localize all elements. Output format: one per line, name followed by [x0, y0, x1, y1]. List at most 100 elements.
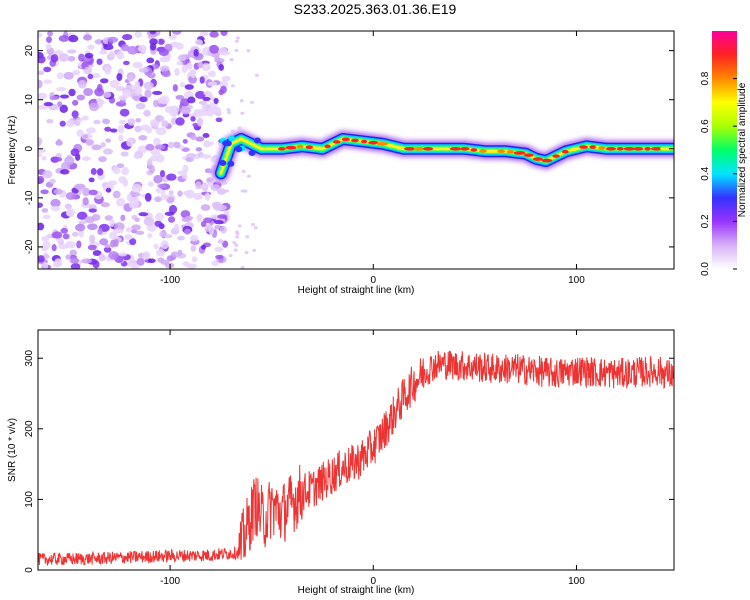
noise-blob: [188, 75, 198, 84]
noise-blob: [214, 56, 221, 63]
noise-blob: [38, 202, 44, 208]
noise-blob: [173, 141, 181, 149]
signal-hotspot: [605, 146, 617, 151]
noise-blob: [64, 203, 72, 210]
noise-blob: [157, 183, 167, 189]
noise-blob: [60, 169, 70, 175]
noise-blob: [149, 31, 157, 35]
noise-blob: [56, 86, 67, 92]
noise-blob: [132, 95, 140, 100]
noise-blob: [81, 258, 92, 264]
noise-blob: [43, 102, 54, 107]
noise-blob: [112, 190, 121, 199]
y-tick-label: 200: [24, 420, 35, 437]
noise-blob: [174, 67, 180, 76]
noise-blob: [67, 55, 76, 62]
noise-blob: [105, 138, 112, 143]
noise-blob: [104, 243, 111, 248]
noise-blob: [159, 65, 170, 73]
noise-blob: [93, 119, 101, 125]
noise-blob: [189, 234, 199, 242]
noise-blob: [169, 109, 179, 117]
noise-blob: [109, 219, 115, 227]
noise-blob: [154, 144, 166, 150]
noise-blob: [38, 104, 48, 110]
noise-blob: [120, 214, 126, 222]
noise-blob: [218, 89, 224, 96]
x-tick-label: 0: [370, 275, 376, 286]
signal-onset-blob: [235, 146, 243, 153]
noise-blob: [103, 44, 114, 51]
noise-blob: [195, 181, 202, 190]
noise-blob: [66, 119, 74, 128]
noise-blob: [38, 70, 45, 76]
signal-hotspot: [552, 154, 560, 158]
noise-blob: [210, 184, 221, 191]
noise-blob: [135, 230, 145, 235]
noise-blob: [42, 170, 53, 179]
noise-blob: [235, 36, 240, 40]
noise-blob: [159, 230, 168, 238]
noise-blob: [38, 92, 48, 100]
snr-x-label: Height of straight line (km): [298, 585, 415, 596]
noise-blob: [126, 262, 138, 268]
noise-blob: [194, 39, 204, 46]
noise-blob: [143, 109, 151, 117]
noise-blob: [177, 235, 185, 241]
y-tick-label: 0: [24, 146, 35, 152]
noise-blob: [131, 192, 141, 197]
noise-blob: [141, 251, 151, 260]
noise-blob: [83, 87, 94, 97]
noise-blob: [213, 220, 224, 225]
noise-blob: [125, 227, 132, 233]
signal-onset-blob: [219, 160, 227, 167]
noise-blob: [153, 196, 163, 202]
snr-y-axis: 0 100 200 300: [24, 349, 674, 573]
noise-blob: [116, 86, 124, 92]
noise-blob: [98, 156, 107, 163]
noise-blob: [168, 216, 176, 223]
noise-blob: [129, 238, 137, 246]
noise-blob: [184, 228, 191, 235]
heatmap-y-axis: -20 -10 0 10 20: [24, 45, 674, 254]
noise-blob: [177, 170, 187, 175]
noise-blob: [175, 117, 185, 126]
noise-blob: [59, 94, 70, 99]
noise-blob: [138, 67, 149, 73]
noise-blob: [155, 127, 167, 136]
noise-blob: [82, 134, 89, 139]
noise-blob: [138, 212, 149, 217]
noise-blob: [82, 187, 91, 197]
signal-hotspot: [422, 146, 434, 151]
noise-blob: [146, 57, 155, 64]
signal-hotspot: [513, 151, 526, 155]
noise-blob: [43, 79, 53, 84]
noise-blob: [240, 265, 245, 269]
noise-blob: [155, 212, 164, 222]
noise-blob: [102, 118, 111, 125]
signal-hotspot: [449, 146, 462, 151]
noise-blob: [90, 168, 97, 176]
noise-blob: [195, 90, 206, 99]
noise-blob: [147, 258, 156, 264]
noise-blob: [59, 104, 69, 114]
noise-blob: [166, 196, 175, 204]
noise-blob: [193, 48, 199, 57]
noise-blob: [72, 99, 79, 106]
noise-blob: [198, 100, 208, 105]
signal-hotspot: [403, 146, 416, 151]
noise-blob: [215, 107, 222, 115]
noise-blob: [99, 78, 109, 84]
signal-hotspot: [570, 147, 579, 152]
noise-blob: [202, 96, 211, 102]
noise-blob: [68, 34, 79, 43]
noise-blob: [139, 96, 148, 103]
noise-blob: [177, 54, 187, 62]
noise-blob: [108, 51, 116, 58]
x-tick-label: -100: [160, 275, 180, 286]
noise-blob: [190, 245, 197, 252]
signal-onset-blob: [248, 150, 256, 157]
noise-blob: [81, 115, 89, 121]
noise-blob: [123, 60, 130, 66]
noise-blob: [62, 233, 70, 240]
